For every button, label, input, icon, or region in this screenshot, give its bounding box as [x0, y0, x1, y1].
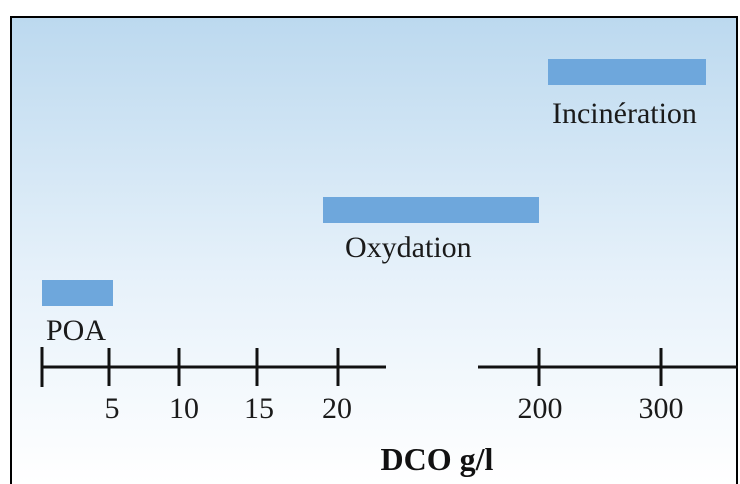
range-label-incineration: Incinération	[552, 97, 697, 130]
axis-title: DCO g/l	[381, 441, 494, 477]
tick-label-200: 200	[518, 392, 563, 425]
range-label-oxydation: Oxydation	[345, 231, 472, 264]
tick-label-5: 5	[105, 392, 120, 425]
range-bar-incineration	[548, 59, 706, 85]
tick-label-20: 20	[322, 392, 352, 425]
range-bar-oxydation	[323, 197, 539, 223]
background-panel	[10, 18, 738, 484]
range-bar-poa	[42, 280, 113, 306]
tick-label-15: 15	[244, 392, 274, 425]
tick-label-10: 10	[169, 392, 199, 425]
range-label-poa: POA	[46, 314, 106, 347]
tick-label-300: 300	[639, 392, 684, 425]
